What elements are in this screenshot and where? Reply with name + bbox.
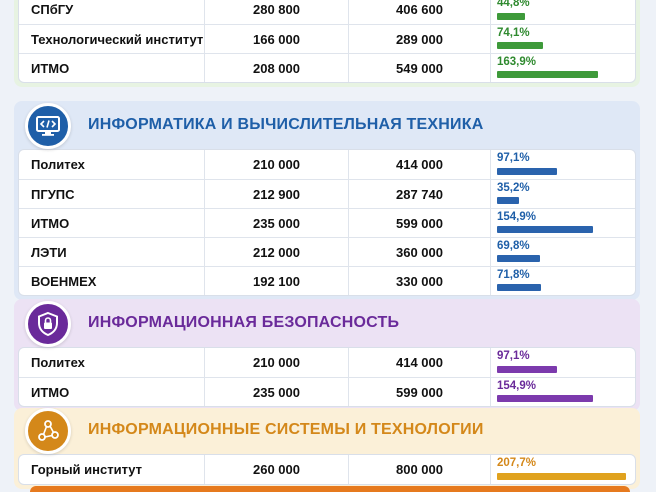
value-after: 406 600	[349, 0, 491, 24]
growth-percent: 207,7%	[497, 457, 537, 469]
value-after: 330 000	[349, 267, 491, 295]
section-security: ИНФОРМАЦИОННАЯ БЕЗОПАСНОСТЬ Политех 210 …	[14, 299, 640, 411]
university-name: Политех	[19, 348, 205, 377]
growth-percent: 97,1%	[497, 350, 530, 362]
growth-percent: 154,9%	[497, 380, 537, 392]
value-after: 414 000	[349, 348, 491, 377]
growth-cell: 154,9%	[491, 209, 635, 237]
section-top: СПбГУ 280 800 406 600 44,8% Технологичес…	[14, 0, 640, 87]
university-name: ЛЭТИ	[19, 238, 205, 266]
value-after: 549 000	[349, 54, 491, 82]
growth-percent: 71,8%	[497, 269, 530, 281]
section-informatics: ИНФОРМАТИКА И ВЫЧИСЛИТЕЛЬНАЯ ТЕХНИКА Пол…	[14, 101, 640, 300]
section-header: ИНФОРМАЦИОННАЯ БЕЗОПАСНОСТЬ	[18, 301, 636, 347]
university-name: ВОЕНМЕХ	[19, 267, 205, 295]
table-info-systems: Горный институт 260 000 800 000 207,7%	[18, 454, 636, 485]
value-before: 235 000	[205, 209, 349, 237]
value-after: 599 000	[349, 378, 491, 406]
growth-bar	[497, 255, 540, 262]
growth-cell: 207,7%	[491, 455, 635, 484]
value-before: 210 000	[205, 348, 349, 377]
growth-cell: 71,8%	[491, 267, 635, 295]
growth-percent: 69,8%	[497, 240, 530, 252]
value-after: 360 000	[349, 238, 491, 266]
table-row: Технологический институт 166 000 289 000…	[19, 24, 635, 53]
section-title: ИНФОРМАЦИОННАЯ БЕЗОПАСНОСТЬ	[88, 314, 400, 331]
table-row: Горный институт 260 000 800 000 207,7%	[19, 455, 635, 484]
value-before: 212 000	[205, 238, 349, 266]
growth-percent: 35,2%	[497, 182, 530, 194]
university-name: СПбГУ	[19, 0, 205, 24]
growth-bar	[497, 395, 593, 402]
table-row: ВОЕНМЕХ 192 100 330 000 71,8%	[19, 266, 635, 295]
growth-cell: 44,8%	[491, 0, 635, 24]
shield-lock-icon	[25, 301, 71, 347]
growth-bar	[497, 197, 519, 204]
value-after: 289 000	[349, 25, 491, 53]
table-row: ПГУПС 212 900 287 740 35,2%	[19, 179, 635, 208]
table-row: ИТМО 235 000 599 000 154,9%	[19, 377, 635, 406]
growth-bar	[497, 42, 543, 49]
university-name: ИТМО	[19, 54, 205, 82]
growth-cell: 97,1%	[491, 150, 635, 179]
growth-bar	[497, 226, 593, 233]
growth-bar	[497, 473, 626, 480]
value-before: 210 000	[205, 150, 349, 179]
university-name: Горный институт	[19, 455, 205, 484]
value-after: 800 000	[349, 455, 491, 484]
university-name: ИТМО	[19, 378, 205, 406]
university-name: ПГУПС	[19, 180, 205, 208]
growth-bar	[497, 284, 541, 291]
value-before: 208 000	[205, 54, 349, 82]
growth-cell: 154,9%	[491, 378, 635, 406]
growth-percent: 163,9%	[497, 56, 537, 68]
value-after: 599 000	[349, 209, 491, 237]
university-name: ИТМО	[19, 209, 205, 237]
growth-cell: 97,1%	[491, 348, 635, 377]
value-before: 280 800	[205, 0, 349, 24]
value-before: 260 000	[205, 455, 349, 484]
table-row: ИТМО 235 000 599 000 154,9%	[19, 208, 635, 237]
growth-cell: 35,2%	[491, 180, 635, 208]
university-name: Политех	[19, 150, 205, 179]
growth-percent: 74,1%	[497, 27, 530, 39]
next-section-edge	[30, 486, 630, 492]
value-before: 235 000	[205, 378, 349, 406]
value-before: 212 900	[205, 180, 349, 208]
growth-cell: 163,9%	[491, 54, 635, 82]
table-security: Политех 210 000 414 000 97,1% ИТМО 235 0…	[18, 347, 636, 407]
value-before: 192 100	[205, 267, 349, 295]
table-top: СПбГУ 280 800 406 600 44,8% Технологичес…	[18, 0, 636, 83]
table-informatics: Политех 210 000 414 000 97,1% ПГУПС 212 …	[18, 149, 636, 296]
table-row: Политех 210 000 414 000 97,1%	[19, 348, 635, 377]
growth-percent: 44,8%	[497, 0, 530, 9]
university-name: Технологический институт	[19, 25, 205, 53]
section-info-systems: ИНФОРМАЦИОННЫЕ СИСТЕМЫ И ТЕХНОЛОГИИ Горн…	[14, 408, 640, 489]
table-row: ИТМО 208 000 549 000 163,9%	[19, 53, 635, 82]
section-header: ИНФОРМАТИКА И ВЫЧИСЛИТЕЛЬНАЯ ТЕХНИКА	[18, 103, 636, 149]
growth-bar	[497, 13, 525, 20]
table-row: СПбГУ 280 800 406 600 44,8%	[19, 0, 635, 24]
section-title: ИНФОРМАЦИОННЫЕ СИСТЕМЫ И ТЕХНОЛОГИИ	[88, 421, 484, 438]
growth-percent: 97,1%	[497, 152, 530, 164]
section-header: ИНФОРМАЦИОННЫЕ СИСТЕМЫ И ТЕХНОЛОГИИ	[18, 408, 636, 454]
table-row: ЛЭТИ 212 000 360 000 69,8%	[19, 237, 635, 266]
value-before: 166 000	[205, 25, 349, 53]
monitor-code-icon	[25, 103, 71, 149]
growth-cell: 74,1%	[491, 25, 635, 53]
section-title: ИНФОРМАТИКА И ВЫЧИСЛИТЕЛЬНАЯ ТЕХНИКА	[88, 116, 484, 133]
growth-cell: 69,8%	[491, 238, 635, 266]
growth-percent: 154,9%	[497, 211, 537, 223]
value-after: 414 000	[349, 150, 491, 179]
growth-bar	[497, 366, 557, 373]
table-row: Политех 210 000 414 000 97,1%	[19, 150, 635, 179]
growth-bar	[497, 168, 557, 175]
value-after: 287 740	[349, 180, 491, 208]
growth-bar	[497, 71, 598, 78]
network-nodes-icon	[25, 408, 71, 454]
